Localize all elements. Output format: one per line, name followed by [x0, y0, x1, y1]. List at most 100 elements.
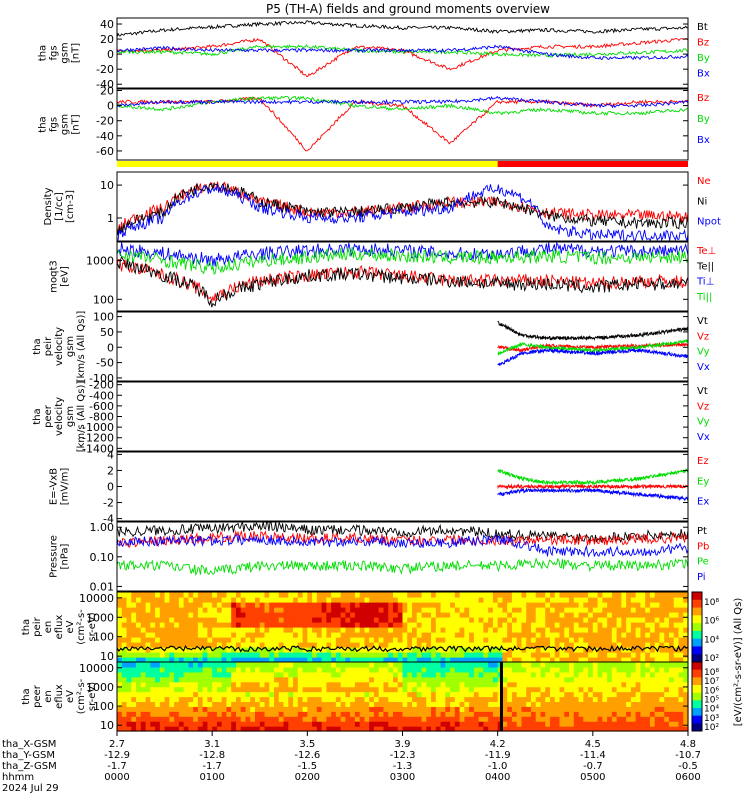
- heatmap-cell: [202, 671, 209, 678]
- heatmap-cell: [254, 612, 261, 618]
- heatmap-cell: [550, 647, 556, 653]
- heatmap-cell: [559, 691, 565, 698]
- heatmap-cell: [588, 711, 594, 717]
- heatmap-cell: [216, 726, 223, 732]
- heatmap-cell: [117, 701, 123, 707]
- heatmap-cell: [426, 647, 432, 653]
- heatmap-cell: [145, 716, 151, 722]
- heatmap-cell: [597, 716, 603, 722]
- heatmap-cell: [550, 711, 556, 717]
- heatmap-cell: [511, 706, 518, 712]
- heatmap-cell: [169, 676, 175, 683]
- heatmap-cell: [136, 597, 142, 603]
- heatmap-cell: [421, 706, 427, 712]
- heatmap-cell: [578, 657, 584, 663]
- heatmap-cell: [193, 681, 199, 688]
- series-line-Bz: [116, 37, 689, 78]
- heatmap-cell: [645, 592, 651, 598]
- heatmap-cell: [150, 662, 156, 668]
- heatmap-cell: [117, 691, 123, 698]
- heatmap-cell: [345, 597, 351, 603]
- heatmap-cell: [383, 632, 389, 638]
- heatmap-cell: [483, 701, 489, 707]
- heatmap-cell: [502, 726, 508, 732]
- heatmap-cell: [316, 652, 323, 658]
- heatmap-cell: [150, 686, 156, 693]
- heatmap-cell: [535, 617, 542, 623]
- heatmap-cell: [321, 652, 327, 658]
- heatmap-cell: [359, 676, 366, 683]
- heatmap-cell: [459, 716, 465, 722]
- heatmap-cell: [516, 676, 523, 683]
- heatmap-cell: [193, 642, 199, 648]
- heatmap-cell: [254, 696, 261, 703]
- heatmap-cell: [592, 676, 599, 683]
- heatmap-cell: [302, 622, 308, 628]
- heatmap-cell: [331, 657, 337, 663]
- panel-frame: [116, 381, 689, 452]
- heatmap-cell: [607, 681, 613, 688]
- legend-label: Ni: [697, 196, 707, 207]
- heatmap-cell: [464, 671, 470, 678]
- heatmap-cell: [345, 617, 351, 623]
- heatmap-cell: [283, 657, 289, 663]
- heatmap-cell: [683, 607, 689, 613]
- heatmap-cell: [274, 602, 280, 608]
- heatmap-cell: [602, 721, 608, 727]
- heatmap-cell: [668, 592, 675, 598]
- heatmap-cell: [297, 681, 304, 688]
- heatmap-cell: [526, 676, 532, 683]
- heatmap-cell: [564, 676, 570, 683]
- heatmap-cell: [645, 676, 651, 683]
- colorbar-tick-label: 10⁴: [704, 705, 719, 715]
- heatmap-cell: [340, 716, 346, 722]
- heatmap-cell: [464, 632, 470, 638]
- heatmap-cell: [288, 671, 294, 678]
- heatmap-cell: [354, 706, 361, 712]
- heatmap-cell: [535, 632, 542, 638]
- colorbar-swatch: [692, 646, 702, 655]
- heatmap-cell: [473, 592, 480, 598]
- heatmap-cell: [326, 711, 332, 717]
- heatmap-cell: [121, 637, 128, 643]
- heatmap-cell: [383, 622, 389, 628]
- heatmap-cell: [664, 622, 670, 628]
- heatmap-cell: [559, 637, 565, 643]
- heatmap-cell: [592, 721, 599, 727]
- heatmap-cell: [673, 657, 680, 663]
- heatmap-cell: [274, 701, 280, 707]
- heatmap-cell: [626, 716, 632, 722]
- heatmap-cell: [193, 701, 199, 707]
- heatmap-cell: [488, 676, 494, 683]
- heatmap-cell: [216, 612, 223, 618]
- heatmap-cell: [540, 671, 546, 678]
- heatmap-cell: [445, 637, 451, 643]
- heatmap-cell: [526, 652, 532, 658]
- heatmap-cell: [297, 627, 304, 633]
- heatmap-cell: [297, 592, 304, 598]
- heatmap-cell: [235, 647, 242, 653]
- heatmap-cell: [364, 726, 370, 732]
- heatmap-cell: [145, 721, 151, 727]
- heatmap-cell: [654, 711, 661, 717]
- heatmap-cell: [264, 716, 270, 722]
- heatmap-cell: [402, 726, 408, 732]
- heatmap-cell: [516, 592, 523, 598]
- heatmap-cell: [621, 706, 627, 712]
- heatmap-cell: [388, 602, 394, 608]
- heatmap-cell: [526, 617, 532, 623]
- heatmap-cell: [312, 652, 318, 658]
- heatmap-cell: [288, 642, 294, 648]
- heatmap-cell: [126, 617, 132, 623]
- heatmap-cell: [117, 671, 123, 678]
- heatmap-cell: [264, 657, 270, 663]
- heatmap-cell: [155, 711, 161, 717]
- heatmap-cell: [545, 666, 551, 673]
- heatmap-cell: [174, 657, 180, 663]
- heatmap-cell: [492, 706, 499, 712]
- heatmap-cell: [174, 632, 180, 638]
- heatmap-cell: [240, 602, 247, 608]
- heatmap-cell: [640, 657, 646, 663]
- heatmap-cell: [226, 597, 232, 603]
- heatmap-cell: [445, 602, 451, 608]
